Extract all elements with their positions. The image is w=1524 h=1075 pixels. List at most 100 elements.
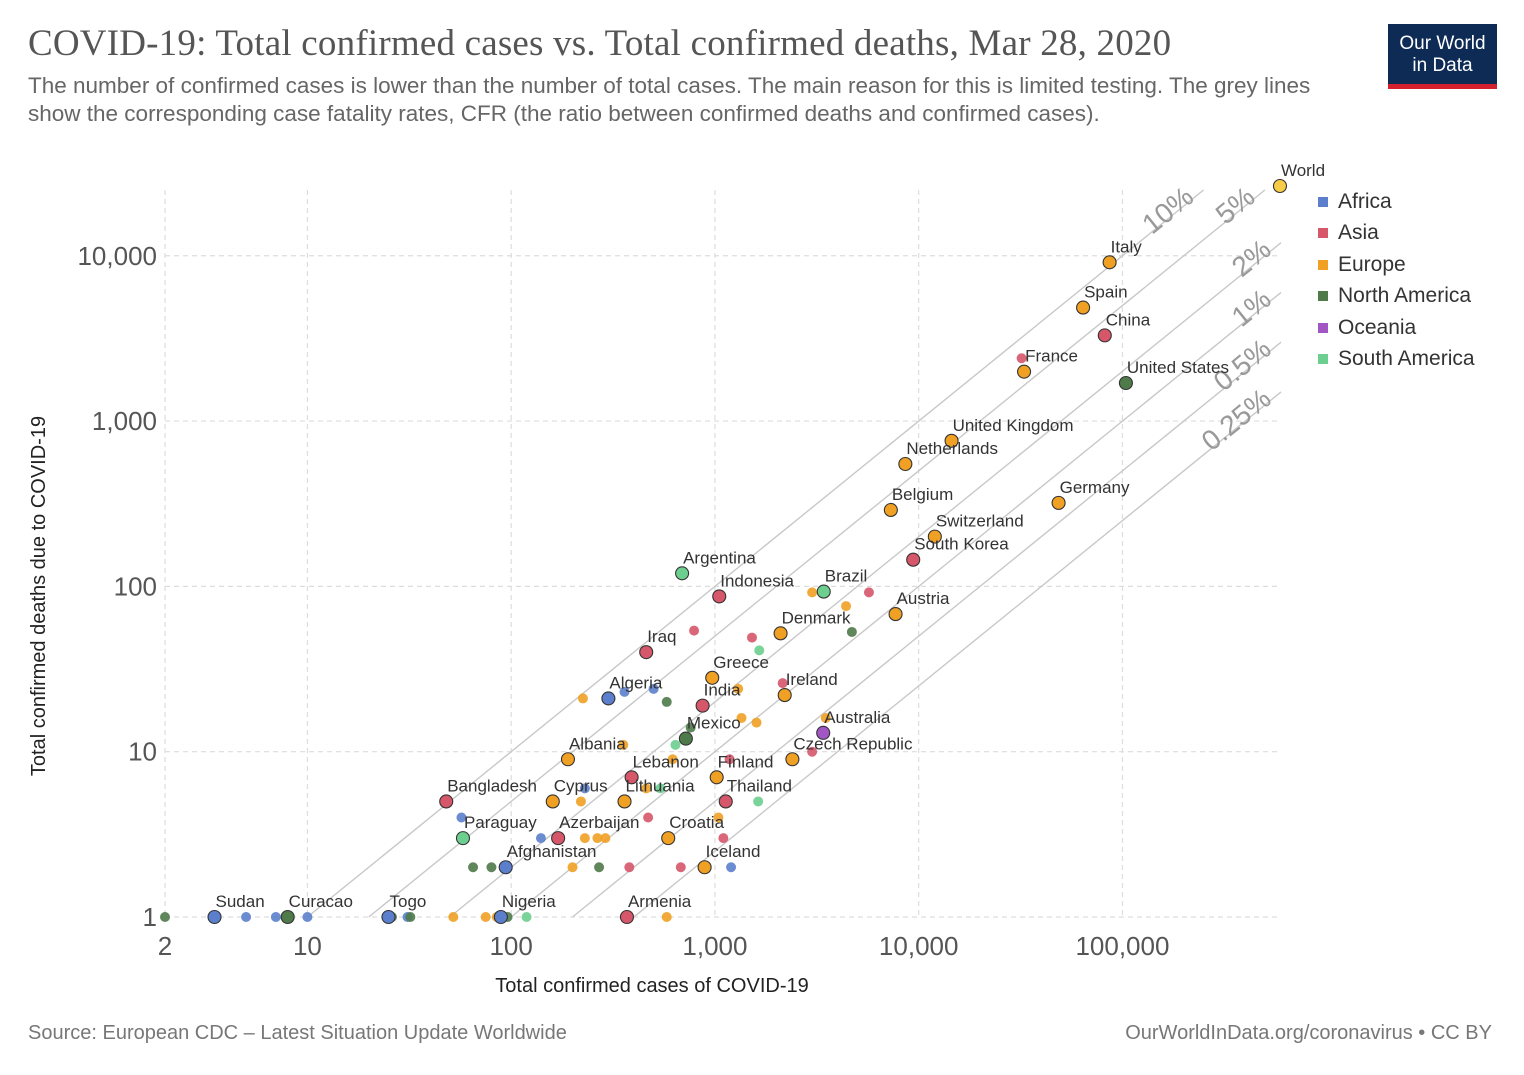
legend-item[interactable]: North America	[1318, 281, 1475, 313]
x-tick-label: 1,000	[682, 931, 747, 961]
point-label: Mexico	[687, 714, 741, 733]
point-label: Azerbaijan	[559, 813, 639, 832]
data-point	[579, 783, 590, 794]
data-point	[695, 698, 710, 713]
data-point	[718, 794, 733, 809]
legend-swatch	[1318, 354, 1328, 365]
legend-item[interactable]: Asia	[1318, 218, 1475, 250]
data-point	[841, 601, 852, 612]
data-point	[820, 712, 831, 723]
data-point	[405, 912, 416, 922]
logo-line-1: Our World	[1399, 33, 1486, 54]
point-label: Curacao	[289, 892, 353, 911]
data-point	[617, 794, 632, 809]
point-label: Spain	[1084, 283, 1127, 302]
x-axis-title: Total confirmed cases of COVID-19	[495, 975, 808, 997]
point-label: Germany	[1060, 478, 1130, 497]
legend-item[interactable]: South America	[1318, 344, 1475, 376]
data-point	[713, 812, 724, 823]
legend-swatch	[1318, 228, 1328, 239]
cfr-label: 1%	[1226, 283, 1277, 333]
point-label: Finland	[718, 752, 774, 771]
point-label: South Korea	[914, 535, 1009, 554]
y-tick-label: 1,000	[92, 406, 157, 436]
data-point	[600, 833, 611, 844]
y-tick-label: 100	[114, 571, 157, 601]
legend-label: North America	[1338, 284, 1472, 308]
data-point	[1118, 375, 1133, 391]
legend-label: Africa	[1338, 189, 1392, 213]
logo-line-2: in Data	[1412, 55, 1473, 76]
point-label: Armenia	[628, 892, 692, 911]
point-label: Iceland	[706, 842, 761, 861]
data-point	[816, 725, 831, 740]
point-label: France	[1025, 347, 1078, 366]
data-point	[535, 833, 546, 844]
legend-swatch	[1318, 322, 1328, 333]
data-point	[709, 770, 724, 785]
point-label: Lithuania	[626, 776, 696, 795]
data-point	[1017, 364, 1032, 379]
owid-logo[interactable]: Our World in Data	[1388, 24, 1497, 89]
source-note: Source: European CDC – Latest Situation …	[28, 1022, 567, 1044]
legend-item[interactable]: Europe	[1318, 249, 1475, 281]
point-label: Togo	[390, 892, 427, 911]
y-axis-title: Total confirmed deaths due to COVID-19	[28, 416, 50, 776]
data-point	[575, 796, 586, 807]
data-point	[807, 746, 818, 757]
data-point	[906, 552, 921, 567]
cfr-label: 5%	[1210, 181, 1261, 231]
grid-lines	[164, 190, 1281, 918]
data-point	[883, 502, 898, 518]
data-point	[468, 862, 479, 873]
data-point	[678, 731, 693, 746]
data-point	[624, 770, 639, 785]
legend-item[interactable]: Africa	[1318, 186, 1475, 218]
x-tick-label: 2	[158, 931, 172, 961]
point-label: Albania	[569, 734, 626, 753]
data-point	[592, 833, 603, 844]
data-point	[302, 912, 313, 922]
point-label: Greece	[713, 653, 769, 672]
point-label: Denmark	[782, 608, 851, 627]
credit-link[interactable]: OurWorldInData.org/coronavirus • CC BY	[1125, 1022, 1492, 1044]
legend-swatch	[1318, 196, 1328, 207]
data-point	[689, 625, 700, 636]
point-label: Algeria	[609, 673, 662, 692]
data-point	[456, 812, 467, 823]
data-point	[567, 862, 578, 873]
legend-item[interactable]: Oceania	[1318, 312, 1475, 344]
data-point	[648, 683, 659, 694]
y-tick-label: 10	[128, 737, 157, 767]
data-point	[661, 696, 672, 707]
data-point	[777, 688, 792, 703]
point-labels: World Italy Spain China France United States U…	[216, 161, 1326, 911]
data-point	[751, 717, 762, 728]
point-label: Lebanon	[633, 752, 699, 771]
data-point	[675, 862, 686, 873]
data-point	[1016, 353, 1027, 364]
data-point	[1051, 495, 1066, 510]
data-point	[241, 912, 252, 922]
data-point	[601, 691, 616, 706]
data-point	[685, 722, 696, 733]
data-point	[579, 833, 590, 844]
data-point	[493, 909, 508, 925]
point-label: United Kingdom	[953, 416, 1074, 435]
point-label: Austria	[897, 589, 950, 608]
data-point	[498, 860, 513, 875]
cfr-lines: 10% 5%2%1%0.5%0.25%	[306, 181, 1282, 918]
cfr-line	[368, 189, 1266, 918]
data-point	[1097, 328, 1112, 343]
data-point	[480, 912, 491, 922]
data-point	[661, 831, 676, 846]
x-tick-label: 100	[489, 931, 532, 961]
data-point	[619, 686, 630, 697]
data-point	[594, 862, 605, 873]
cfr-label: 2%	[1226, 233, 1277, 283]
legend-label: South America	[1338, 347, 1475, 371]
data-point	[624, 862, 635, 873]
point-label: Croatia	[669, 813, 724, 832]
data-point	[773, 626, 788, 641]
data-point	[618, 739, 629, 750]
